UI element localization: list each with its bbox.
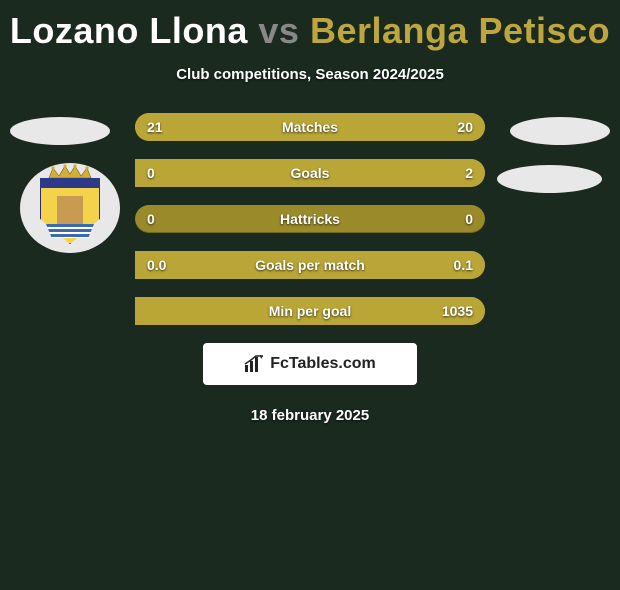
stat-label: Matches [135, 113, 485, 141]
generated-date: 18 february 2025 [0, 407, 620, 424]
player1-affiliation-oval [10, 117, 110, 145]
club-crest-icon [40, 170, 100, 246]
player2-name: Berlanga Petisco [310, 10, 610, 51]
stat-label: Goals [135, 159, 485, 187]
player2-affiliation-oval-1 [510, 117, 610, 145]
subtitle: Club competitions, Season 2024/2025 [0, 66, 620, 83]
stat-bar: 00Hattricks [135, 205, 485, 233]
attribution-box: FcTables.com [203, 343, 417, 385]
stat-bar: 2120Matches [135, 113, 485, 141]
stat-label: Min per goal [135, 297, 485, 325]
stat-label: Goals per match [135, 251, 485, 279]
vs-separator: vs [258, 10, 299, 51]
comparison-panel: 2120Matches 02Goals 00Hattricks 0.00.1Goals… [0, 113, 620, 424]
stat-bar: 0.00.1Goals per match [135, 251, 485, 279]
page-title: Lozano Llona vs Berlanga Petisco [0, 10, 620, 52]
stat-bar: 1035Min per goal [135, 297, 485, 325]
bar-chart-icon [244, 355, 264, 373]
attribution-text: FcTables.com [270, 355, 376, 373]
player1-club-crest [20, 163, 120, 253]
player1-name: Lozano Llona [10, 10, 248, 51]
stat-bar: 02Goals [135, 159, 485, 187]
player2-affiliation-oval-2 [497, 165, 602, 193]
stat-bars: 2120Matches 02Goals 00Hattricks 0.00.1Goals… [135, 113, 485, 325]
stat-label: Hattricks [135, 205, 485, 233]
